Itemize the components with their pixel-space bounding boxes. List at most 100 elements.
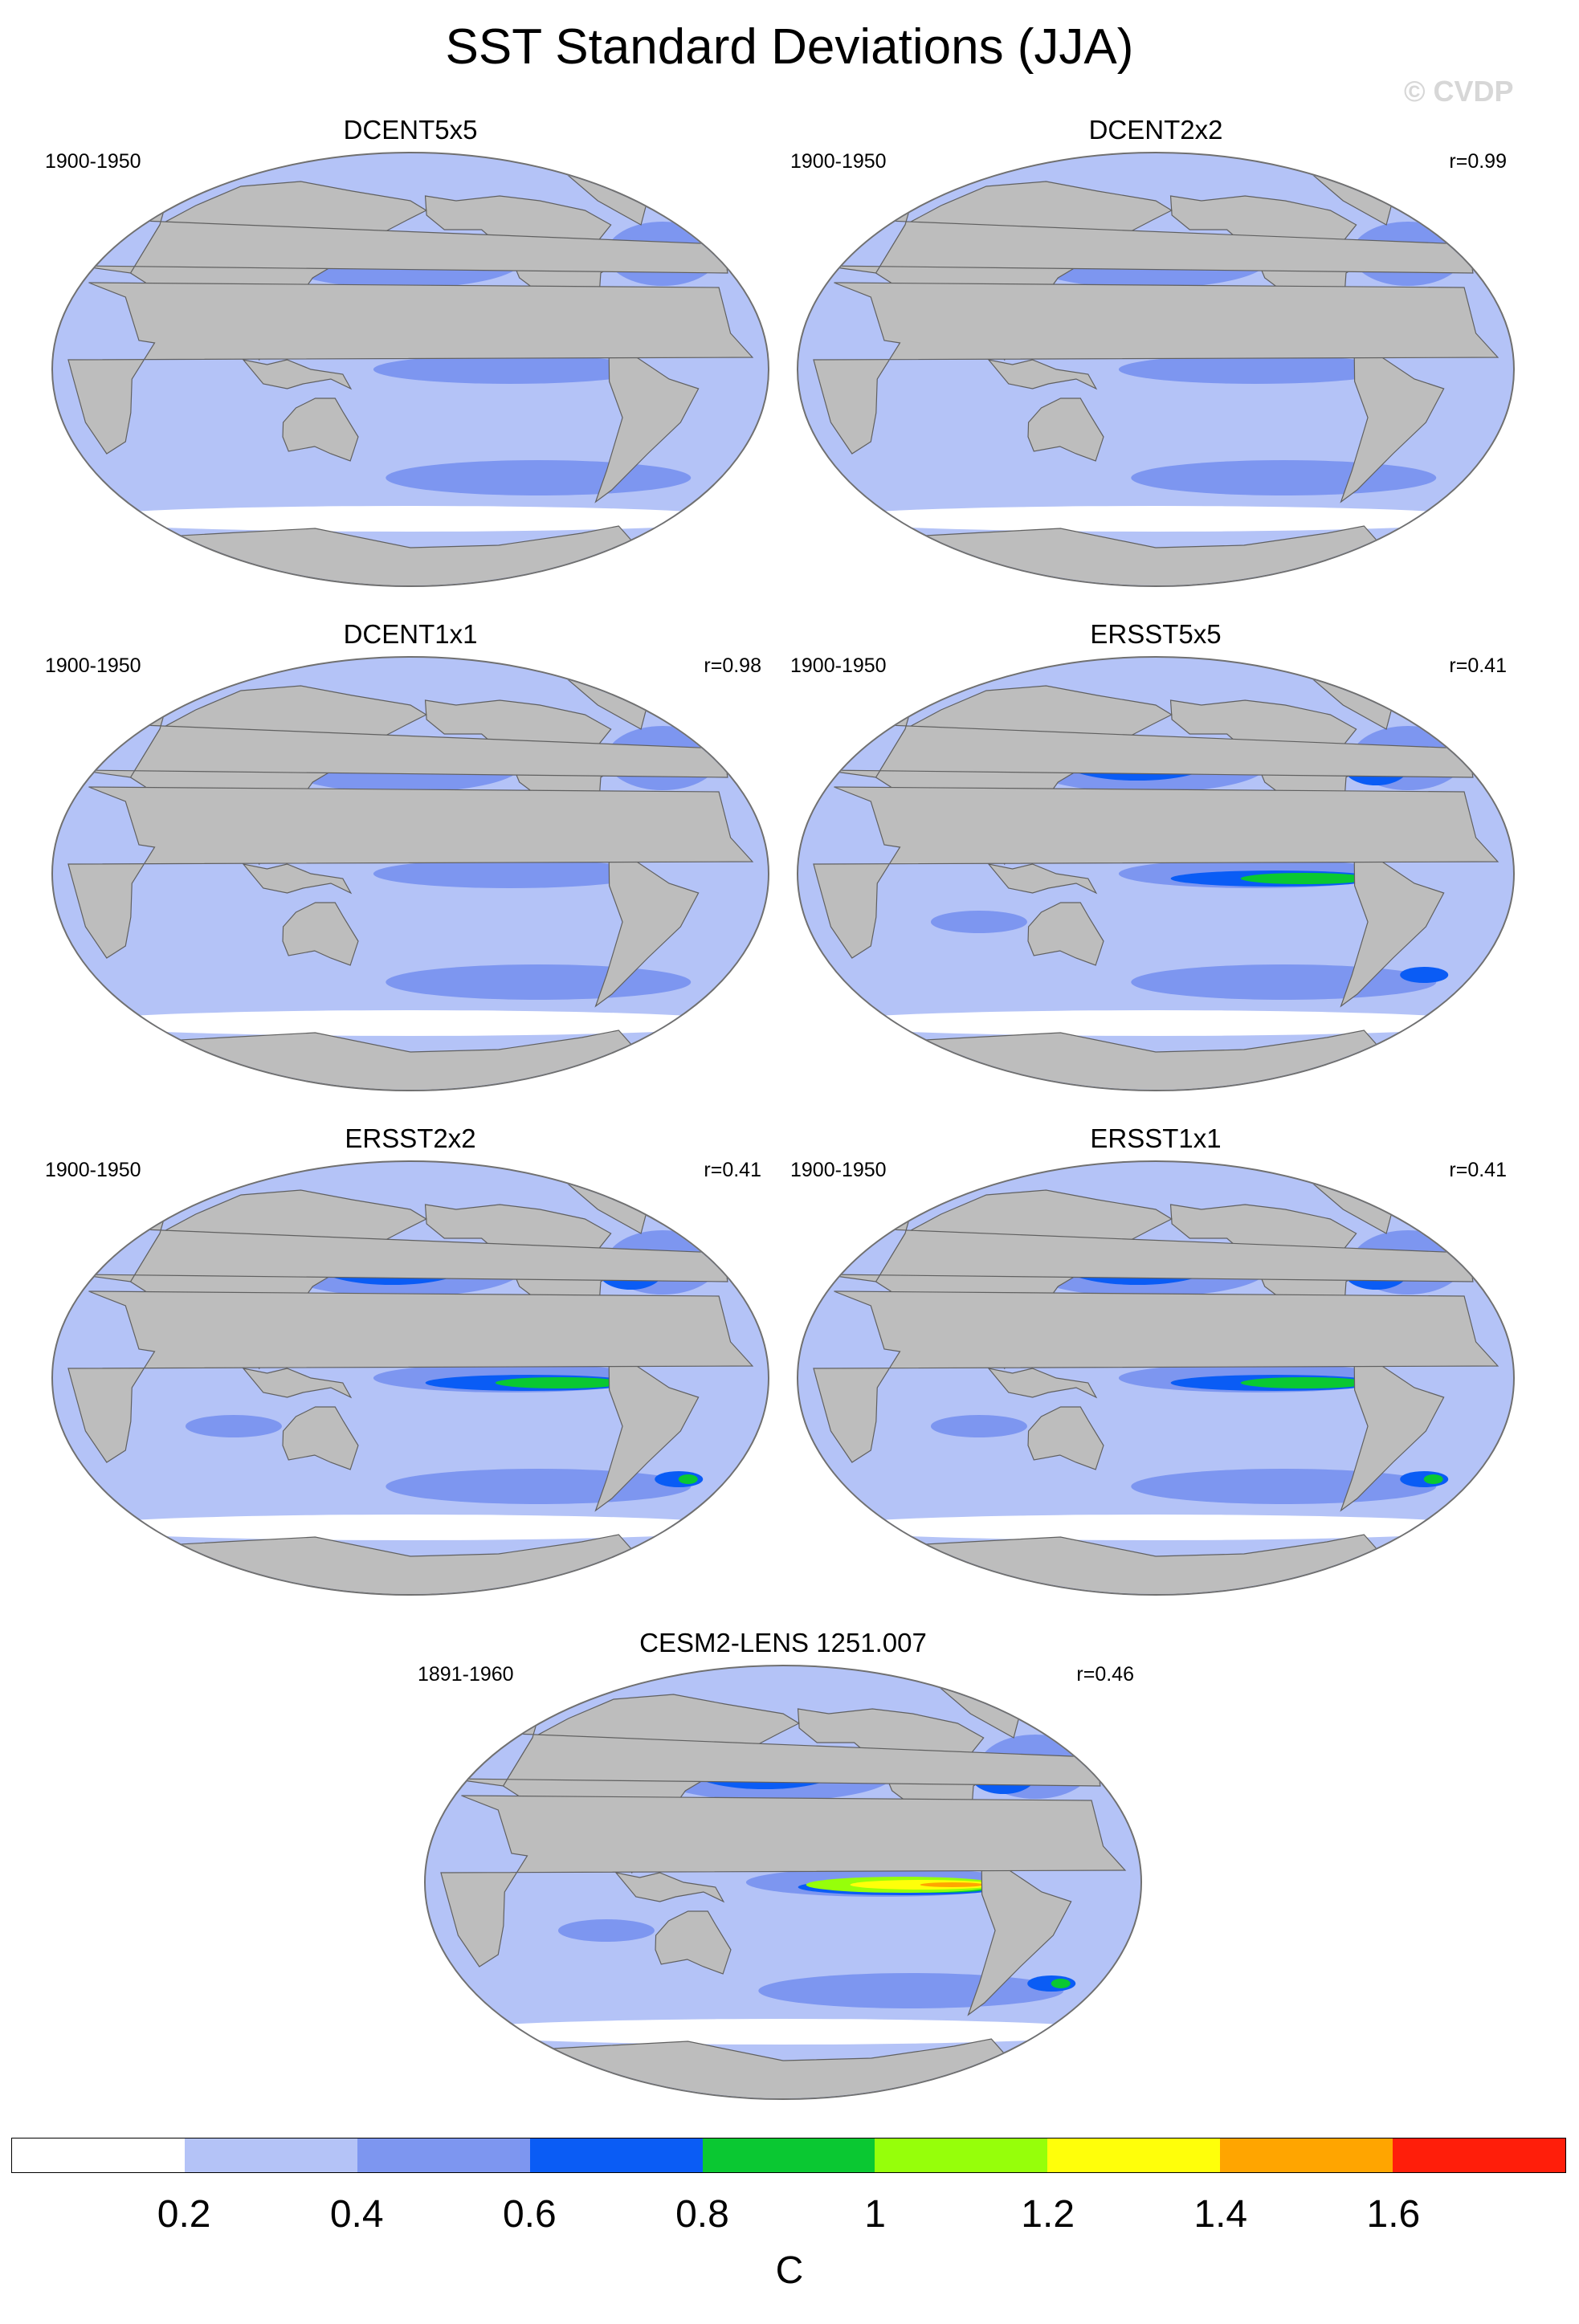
sst-band-indian-ocean xyxy=(930,1415,1027,1437)
map-contents xyxy=(67,675,754,1090)
map-panel-cesm2-lens: CESM2-LENS 1251.007 1891-1960 r=0.46 xyxy=(418,1627,1149,2109)
land-australia xyxy=(1027,902,1104,966)
land-australia xyxy=(655,1910,732,1975)
colorbar-scale xyxy=(11,2138,1566,2173)
colorbar-bin xyxy=(875,2138,1048,2172)
land-australia xyxy=(1027,1406,1104,1470)
sea-ice-margin xyxy=(818,1010,1493,1036)
sst-enso-peak xyxy=(920,1882,985,1887)
panel-correlation: r=0.41 xyxy=(704,1159,761,1181)
sst-peak-south-atlantic xyxy=(1423,1474,1443,1484)
sea-ice-margin xyxy=(818,1515,1493,1540)
land-south-america xyxy=(1340,1353,1445,1512)
colorbar-bin xyxy=(529,2138,703,2172)
panel-period: 1900-1950 xyxy=(45,654,141,677)
sst-band-southern-ocean xyxy=(386,1469,692,1504)
panel-correlation: r=0.46 xyxy=(1076,1663,1134,1686)
sea-ice-margin xyxy=(73,1515,748,1540)
land-maritime xyxy=(987,1368,1098,1399)
sst-band-equatorial-pacific xyxy=(373,355,647,384)
panel-period: 1900-1950 xyxy=(790,1159,887,1181)
colorbar-tick-label: 0.6 xyxy=(502,2193,557,2236)
land-maritime xyxy=(242,1368,353,1399)
sst-band-southern-ocean xyxy=(1131,460,1437,495)
land-south-america xyxy=(1340,345,1445,504)
map-panel-dcent5x5: DCENT5x5 1900-1950 xyxy=(45,114,776,596)
sst-map xyxy=(51,152,769,587)
sst-band-southern-ocean xyxy=(386,460,692,495)
sst-map xyxy=(424,1665,1142,2100)
panel-title: DCENT2x2 xyxy=(1088,115,1223,145)
land-africa xyxy=(813,786,1499,959)
panel-title: DCENT5x5 xyxy=(343,115,478,145)
panel-period: 1900-1950 xyxy=(790,150,887,173)
colorbar-bin xyxy=(1047,2138,1221,2172)
figure-title: SST Standard Deviations (JJA) xyxy=(445,19,1134,75)
panel-correlation: r=0.99 xyxy=(1449,150,1507,173)
land-australia xyxy=(1027,398,1104,462)
sst-map xyxy=(51,1160,769,1596)
colorbar-tick-label: 1.4 xyxy=(1193,2193,1248,2236)
sst-peak-south-atlantic xyxy=(678,1474,698,1484)
sst-band-indian-ocean xyxy=(557,1919,655,1942)
panel-title: ERSST5x5 xyxy=(1090,619,1222,649)
land-africa xyxy=(67,1290,754,1463)
panel-title: ERSST1x1 xyxy=(1090,1123,1222,1153)
colorbar-unit: C xyxy=(775,2249,804,2292)
panel-correlation: r=0.98 xyxy=(704,654,761,677)
land-australia xyxy=(282,1406,359,1470)
land-africa xyxy=(67,786,754,959)
colorbar-tick-label: 1 xyxy=(864,2193,886,2236)
sst-band-southern-ocean xyxy=(386,964,692,1000)
land-australia xyxy=(282,902,359,966)
colorbar-bin xyxy=(1393,2138,1566,2172)
sst-peak-south-atlantic xyxy=(1051,1979,1071,1988)
colorbar-bin xyxy=(1220,2138,1393,2172)
panel-title: ERSST2x2 xyxy=(345,1123,476,1153)
land-australia xyxy=(282,398,359,462)
sst-band-indian-ocean xyxy=(185,1415,282,1437)
sst-band-indian-ocean xyxy=(930,911,1027,933)
land-africa xyxy=(440,1795,1127,1967)
colorbar-tick-label: 1.2 xyxy=(1021,2193,1075,2236)
sst-band-southern-ocean xyxy=(1131,964,1437,1000)
sst-core-equatorial xyxy=(1240,1377,1369,1388)
panel-correlation: r=0.41 xyxy=(1449,1159,1507,1181)
sea-ice-margin xyxy=(446,2019,1120,2045)
land-africa xyxy=(813,1290,1499,1463)
panel-title: DCENT1x1 xyxy=(343,619,478,649)
land-maritime xyxy=(987,359,1098,390)
land-maritime xyxy=(987,863,1098,895)
sst-map xyxy=(51,656,769,1091)
panel-period: 1900-1950 xyxy=(45,150,141,173)
sst-band-southern-ocean xyxy=(1131,1469,1437,1504)
sea-ice-margin xyxy=(73,506,748,532)
panel-period: 1900-1950 xyxy=(45,1159,141,1181)
map-panel-ersst5x5: ERSST5x5 1900-1950 r=0.41 xyxy=(790,618,1521,1100)
land-maritime xyxy=(242,359,353,390)
sst-map xyxy=(797,656,1515,1091)
land-south-america xyxy=(594,849,700,1008)
watermark: © CVDP xyxy=(1404,75,1514,108)
sst-core-equatorial xyxy=(495,1377,624,1388)
map-panel-ersst2x2: ERSST2x2 1900-1950 r=0.41 xyxy=(45,1123,776,1604)
land-maritime xyxy=(242,863,353,895)
sst-map xyxy=(797,1160,1515,1596)
sst-band-equatorial-pacific xyxy=(1118,355,1392,384)
land-south-america xyxy=(594,1353,700,1512)
land-south-america xyxy=(1340,849,1445,1008)
land-south-america xyxy=(594,345,700,504)
panel-correlation: r=0.41 xyxy=(1449,654,1507,677)
sea-ice-margin xyxy=(73,1010,748,1036)
colorbar-tick-label: 0.8 xyxy=(675,2193,729,2236)
map-panel-dcent1x1: DCENT1x1 1900-1950 r=0.98 xyxy=(45,618,776,1100)
sst-map xyxy=(797,152,1515,587)
sst-core-equatorial xyxy=(1240,873,1369,884)
map-contents xyxy=(67,1180,754,1594)
colorbar-tick-label: 0.2 xyxy=(157,2193,211,2236)
land-africa xyxy=(813,282,1499,455)
panel-period: 1900-1950 xyxy=(790,654,887,677)
colorbar-bin xyxy=(357,2138,530,2172)
land-south-america xyxy=(967,1857,1072,2016)
panel-period: 1891-1960 xyxy=(418,1663,514,1686)
